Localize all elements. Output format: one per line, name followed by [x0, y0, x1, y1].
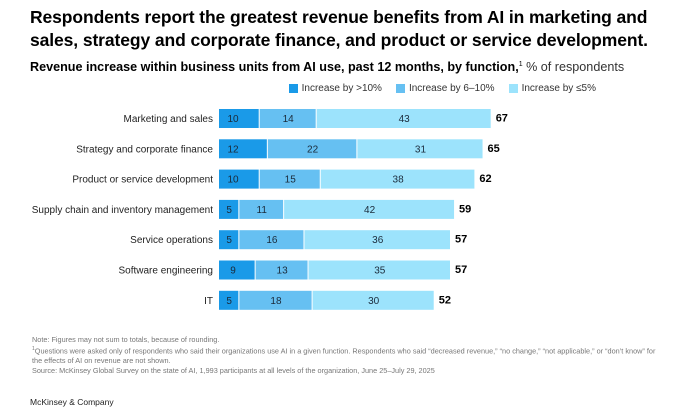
segment-label-it-s2: 30 — [368, 296, 380, 307]
segment-label-marketing-and-sales-s2: 43 — [399, 114, 411, 125]
segment-label-it-s1: 18 — [270, 296, 282, 307]
segment-label-service-operations-s1: 16 — [266, 235, 278, 246]
category-label-service-operations: Service operations — [130, 235, 213, 246]
segment-label-marketing-and-sales-s1: 14 — [283, 114, 295, 125]
bar-segment-it-s0 — [219, 290, 239, 310]
segment-label-software-engineering-s0: 9 — [230, 266, 236, 277]
subtitle-unit: % of respondents — [522, 60, 625, 74]
legend-item-6to10: Increase by 6–10% — [395, 83, 495, 94]
segment-label-product-or-service-development-s2: 38 — [393, 175, 405, 186]
segment-label-marketing-and-sales-s0: 10 — [227, 114, 239, 125]
bar-segment-it-s2 — [312, 290, 434, 310]
segment-label-strategy-and-corporate-finance-s1: 22 — [307, 144, 319, 155]
category-label-software-engineering: Software engineering — [118, 266, 213, 277]
legend-label-gt10: Increase by >10% — [301, 83, 382, 94]
bar-segment-product-or-service-development-s2 — [320, 169, 475, 189]
legend-item-le5: Increase by ≤5% — [508, 83, 596, 94]
total-label-supply-chain-and-inventory-management: 59 — [459, 203, 471, 215]
segment-label-strategy-and-corporate-finance-s0: 12 — [227, 144, 239, 155]
category-label-supply-chain-and-inventory-management: Supply chain and inventory management — [32, 205, 213, 216]
legend: Increase by >10% Increase by 6–10% Incre… — [288, 83, 596, 94]
total-label-it: 52 — [439, 294, 451, 306]
legend-swatch-le5 — [508, 84, 518, 93]
bar-segment-product-or-service-development-s0 — [219, 169, 259, 189]
legend-swatch-6to10 — [395, 84, 405, 93]
segment-label-strategy-and-corporate-finance-s2: 31 — [415, 144, 427, 155]
segment-label-service-operations-s0: 5 — [226, 235, 232, 246]
category-label-it: IT — [204, 296, 213, 307]
chart-headline: Respondents report the greatest revenue … — [30, 7, 648, 50]
segment-label-service-operations-s2: 36 — [372, 235, 384, 246]
category-label-product-or-service-development: Product or service development — [72, 175, 213, 186]
subtitle-main: Revenue increase within business units f… — [30, 60, 519, 74]
total-label-marketing-and-sales: 67 — [496, 113, 508, 125]
bar-segment-marketing-and-sales-s2 — [316, 109, 491, 128]
segment-label-software-engineering-s1: 13 — [277, 266, 289, 277]
bar-segment-supply-chain-and-inventory-management-s1 — [239, 199, 284, 219]
category-label-marketing-and-sales: Marketing and sales — [124, 114, 214, 125]
legend-label-6to10: Increase by 6–10% — [408, 83, 495, 94]
segment-label-software-engineering-s2: 35 — [374, 266, 386, 277]
total-label-strategy-and-corporate-finance: 65 — [488, 143, 500, 155]
bar-segment-service-operations-s1 — [239, 230, 304, 250]
bar-segment-software-engineering-s0 — [219, 260, 255, 280]
bar-segment-supply-chain-and-inventory-management-s2 — [284, 199, 455, 219]
segment-label-supply-chain-and-inventory-management-s0: 5 — [226, 205, 232, 216]
footnotes: Note: Figures may not sum to totals, bec… — [32, 335, 662, 376]
stacked-bar-chart: Marketing and sales 10 14 43 67 Strategy and … — [32, 109, 508, 310]
bar-segment-service-operations-s2 — [304, 230, 450, 250]
bar-segment-marketing-and-sales-s1 — [259, 109, 316, 128]
note-rounding: Note: Figures may not sum to totals, bec… — [32, 335, 220, 344]
note-source: Source: McKinsey Global Survey on the st… — [32, 365, 435, 375]
bar-segment-marketing-and-sales-s0 — [219, 109, 259, 128]
segment-label-supply-chain-and-inventory-management-s1: 11 — [257, 205, 268, 216]
footnote-marker: 1 — [518, 60, 523, 68]
bar-segment-strategy-and-corporate-finance-s1 — [267, 139, 357, 159]
category-label-strategy-and-corporate-finance: Strategy and corporate finance — [76, 144, 213, 155]
note-questions: 1Questions were asked only of respondent… — [32, 345, 662, 366]
total-label-software-engineering: 57 — [455, 264, 467, 276]
bar-segment-service-operations-s0 — [219, 230, 239, 250]
segment-label-it-s0: 5 — [226, 296, 232, 307]
note-footnote-marker: 1 — [32, 345, 35, 352]
bar-segment-software-engineering-s1 — [255, 260, 308, 280]
legend-swatch-gt10 — [288, 84, 298, 93]
legend-label-le5: Increase by ≤5% — [521, 83, 596, 94]
legend-item-gt10: Increase by >10% — [288, 83, 382, 94]
segment-label-product-or-service-development-s0: 10 — [227, 175, 239, 186]
brand-logo: McKinsey & Company — [30, 397, 114, 407]
bar-segment-product-or-service-development-s1 — [259, 169, 320, 189]
segment-label-product-or-service-development-s1: 15 — [285, 175, 297, 186]
note-questions-text: Questions were asked only of respondents… — [32, 346, 656, 366]
segment-label-supply-chain-and-inventory-management-s2: 42 — [364, 205, 376, 216]
total-label-service-operations: 57 — [455, 234, 467, 246]
bar-segment-supply-chain-and-inventory-management-s0 — [219, 199, 239, 219]
bar-segment-it-s1 — [239, 290, 312, 310]
bar-segment-strategy-and-corporate-finance-s2 — [357, 139, 483, 159]
total-label-product-or-service-development: 62 — [479, 173, 491, 185]
bar-segment-software-engineering-s2 — [308, 260, 450, 280]
chart-subtitle: Revenue increase within business units f… — [30, 60, 624, 74]
bar-segment-strategy-and-corporate-finance-s0 — [219, 139, 267, 159]
